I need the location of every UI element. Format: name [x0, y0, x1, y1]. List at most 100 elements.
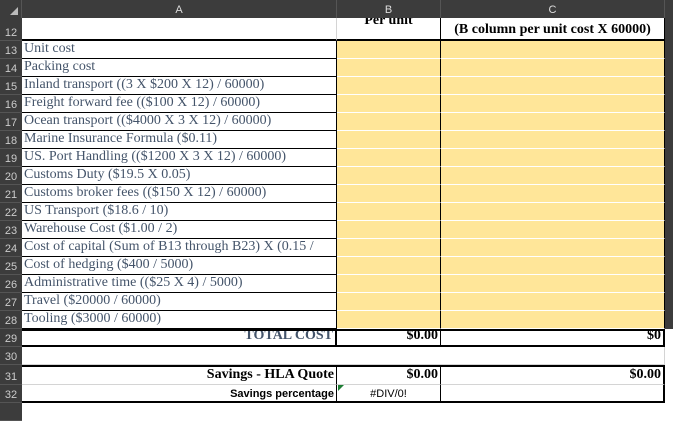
cost-item-total[interactable]: [441, 95, 665, 113]
row-number[interactable]: 29: [0, 329, 22, 347]
cost-item-total[interactable]: [441, 113, 665, 131]
column-header-bar: A B C: [0, 0, 673, 18]
row-number[interactable]: 26: [0, 275, 22, 293]
cost-item-per-unit[interactable]: [337, 77, 441, 95]
row-number[interactable]: 21: [0, 185, 22, 203]
row-number[interactable]: 27: [0, 293, 22, 311]
row-number[interactable]: 18: [0, 131, 22, 149]
cost-item-label[interactable]: US Transport ($18.6 / 10): [22, 203, 337, 221]
cell-b30[interactable]: [337, 347, 441, 365]
cost-item-per-unit[interactable]: [337, 185, 441, 203]
cost-item-per-unit[interactable]: [337, 149, 441, 167]
cost-item-total[interactable]: [441, 149, 665, 167]
cell-c32[interactable]: [441, 385, 665, 403]
scroll-gutter: [665, 18, 673, 41]
cost-item-per-unit[interactable]: [337, 293, 441, 311]
scroll-gutter: [665, 167, 673, 185]
cost-item-row: 23 Warehouse Cost ($1.00 / 2): [0, 221, 673, 239]
row-number[interactable]: 12: [0, 18, 22, 41]
row-33: [0, 403, 673, 421]
cost-item-per-unit[interactable]: [337, 113, 441, 131]
cell-b12[interactable]: Per unit: [337, 18, 441, 41]
savings-percentage-value[interactable]: #DIV/0!: [337, 385, 441, 403]
cost-item-label[interactable]: US. Port Handling (($1200 X 3 X 12) / 60…: [22, 149, 337, 167]
cost-item-total[interactable]: [441, 167, 665, 185]
total-cost-per-unit[interactable]: $0.00: [337, 329, 441, 347]
cost-item-total[interactable]: [441, 239, 665, 257]
row-30: 30: [0, 347, 673, 365]
scroll-gutter: [665, 149, 673, 167]
cost-item-total[interactable]: [441, 257, 665, 275]
column-header-b[interactable]: B: [337, 0, 441, 18]
row-number[interactable]: 23: [0, 221, 22, 239]
cost-item-row: 20 Customs Duty ($19.5 X 0.05): [0, 167, 673, 185]
row-number[interactable]: 24: [0, 239, 22, 257]
cell-a30[interactable]: [22, 347, 337, 365]
cell-c12[interactable]: (B column per unit cost X 60000): [441, 18, 665, 41]
row-number[interactable]: 20: [0, 167, 22, 185]
cost-item-row: 26 Administrative time (($25 X 4) / 5000…: [0, 275, 673, 293]
cost-item-label[interactable]: Travel ($20000 / 60000): [22, 293, 337, 311]
select-all-button[interactable]: [0, 0, 22, 18]
cost-item-total[interactable]: [441, 203, 665, 221]
cost-item-label[interactable]: Packing cost: [22, 59, 337, 77]
cost-item-per-unit[interactable]: [337, 221, 441, 239]
cost-item-total[interactable]: [441, 275, 665, 293]
cost-item-per-unit[interactable]: [337, 257, 441, 275]
row-number[interactable]: 25: [0, 257, 22, 275]
cost-item-label[interactable]: Inland transport ((3 X $200 X 12) / 6000…: [22, 77, 337, 95]
row-number[interactable]: 14: [0, 59, 22, 77]
cost-item-label[interactable]: Unit cost: [22, 41, 337, 59]
cost-item-total[interactable]: [441, 77, 665, 95]
cost-item-per-unit[interactable]: [337, 131, 441, 149]
savings-percentage-label[interactable]: Savings percentage: [22, 385, 337, 403]
row-number[interactable]: 19: [0, 149, 22, 167]
savings-per-unit[interactable]: $0.00: [337, 365, 441, 385]
cost-item-per-unit[interactable]: [337, 311, 441, 329]
cost-item-label[interactable]: Administrative time (($25 X 4) / 5000): [22, 275, 337, 293]
cost-item-label[interactable]: Customs broker fees (($150 X 12) / 60000…: [22, 185, 337, 203]
cost-item-label[interactable]: Tooling ($3000 / 60000): [22, 311, 337, 329]
row-number[interactable]: 31: [0, 365, 22, 385]
savings-label[interactable]: Savings - HLA Quote: [22, 365, 337, 385]
cell-c30[interactable]: [441, 347, 665, 365]
cost-item-label[interactable]: Marine Insurance Formula ($0.11): [22, 131, 337, 149]
cost-item-row: 21 Customs broker fees (($150 X 12) / 60…: [0, 185, 673, 203]
cost-item-label[interactable]: Customs Duty ($19.5 X 0.05): [22, 167, 337, 185]
row-number[interactable]: 17: [0, 113, 22, 131]
column-header-c[interactable]: C: [441, 0, 665, 18]
cost-item-per-unit[interactable]: [337, 41, 441, 59]
column-header-a[interactable]: A: [22, 0, 337, 18]
row-number[interactable]: [0, 403, 22, 421]
row-number[interactable]: 16: [0, 95, 22, 113]
cell-a12[interactable]: [22, 18, 337, 41]
row-number[interactable]: 28: [0, 311, 22, 329]
scroll-gutter: [665, 59, 673, 77]
cost-item-per-unit[interactable]: [337, 59, 441, 77]
total-cost-total[interactable]: $0: [441, 329, 665, 347]
row-number[interactable]: 22: [0, 203, 22, 221]
cost-item-label[interactable]: Warehouse Cost ($1.00 / 2): [22, 221, 337, 239]
cost-item-label[interactable]: Cost of capital (Sum of B13 through B23)…: [22, 239, 337, 257]
cost-item-total[interactable]: [441, 221, 665, 239]
cost-item-per-unit[interactable]: [337, 203, 441, 221]
cost-item-label[interactable]: Freight forward fee (($100 X 12) / 60000…: [22, 95, 337, 113]
row-number[interactable]: 13: [0, 41, 22, 59]
cost-item-per-unit[interactable]: [337, 275, 441, 293]
row-number[interactable]: 15: [0, 77, 22, 95]
cost-item-total[interactable]: [441, 311, 665, 329]
cost-item-label[interactable]: Cost of hedging ($400 / 5000): [22, 257, 337, 275]
cost-item-total[interactable]: [441, 41, 665, 59]
row-number[interactable]: 32: [0, 385, 22, 403]
total-cost-label[interactable]: TOTAL COST: [22, 329, 337, 347]
cost-item-label[interactable]: Ocean transport (($4000 X 3 X 12) / 6000…: [22, 113, 337, 131]
cost-item-total[interactable]: [441, 131, 665, 149]
savings-total[interactable]: $0.00: [441, 365, 665, 385]
cost-item-per-unit[interactable]: [337, 167, 441, 185]
cost-item-total[interactable]: [441, 59, 665, 77]
cost-item-per-unit[interactable]: [337, 95, 441, 113]
row-number[interactable]: 30: [0, 347, 22, 365]
cost-item-per-unit[interactable]: [337, 239, 441, 257]
cost-item-total[interactable]: [441, 293, 665, 311]
cost-item-total[interactable]: [441, 185, 665, 203]
